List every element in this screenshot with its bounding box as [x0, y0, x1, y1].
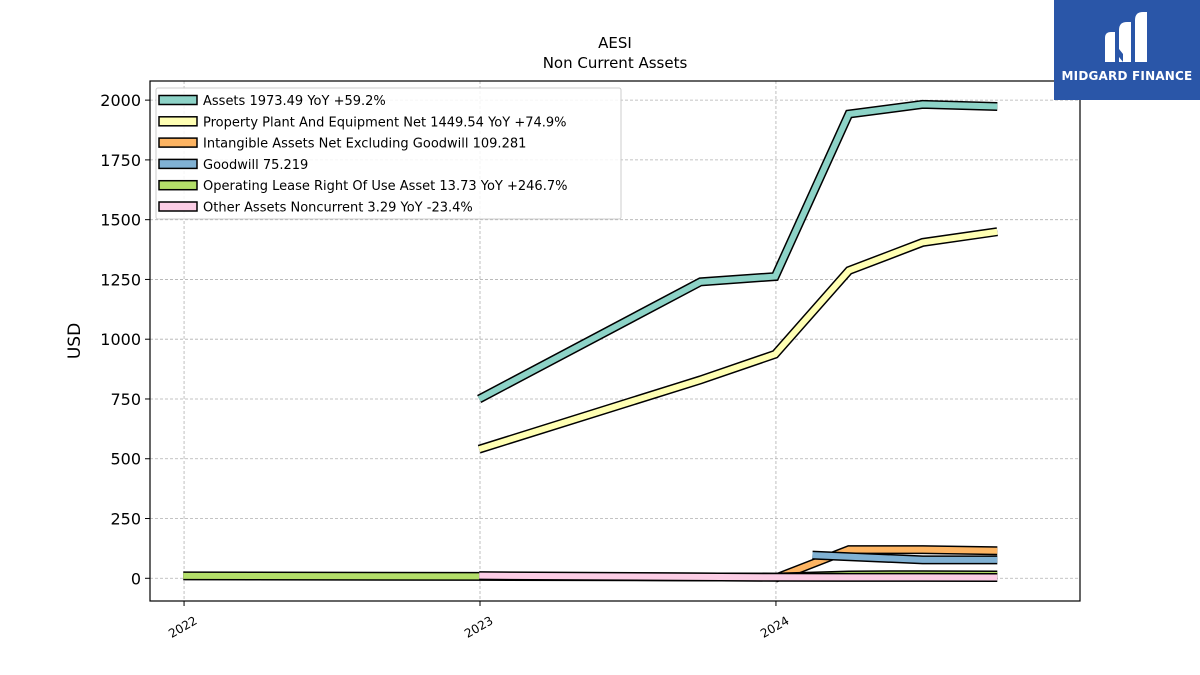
series-line	[812, 552, 998, 563]
brand-name: MIDGARD FINANCE	[1061, 69, 1193, 83]
x-tick-label: 2024	[758, 613, 791, 640]
series-layer	[183, 99, 998, 583]
legend-item: Other Assets Noncurrent 3.29 YoY -23.4%	[158, 201, 473, 216]
series-2	[477, 227, 998, 454]
series-3	[773, 545, 998, 583]
series-line	[479, 572, 998, 581]
legend-label: Property Plant And Equipment Net 1449.54…	[203, 115, 567, 130]
legend: Assets 1973.49 YoY +59.2% Property Plant …	[155, 87, 622, 220]
legend-swatch	[158, 179, 198, 191]
brand-logo: MIDGARD FINANCE	[1054, 0, 1200, 100]
y-tick-label: 500	[110, 450, 141, 469]
legend-label: Goodwill 75.219	[203, 158, 308, 173]
y-axis-label: USD	[65, 323, 85, 359]
legend-item: Goodwill 75.219	[158, 158, 308, 173]
series-line	[477, 101, 998, 402]
legend-label: Intangible Assets Net Excluding Goodwill…	[203, 137, 526, 152]
y-tick-label: 250	[110, 510, 141, 529]
chart-subtitle: Non Current Assets	[543, 54, 688, 72]
legend-label: Other Assets Noncurrent 3.29 YoY -23.4%	[203, 201, 473, 216]
x-tick-label: 2022	[166, 613, 199, 640]
legend-box	[155, 87, 622, 220]
series-line-outline	[477, 227, 998, 454]
series-1	[477, 99, 998, 403]
y-tick-label: 1750	[100, 151, 141, 170]
y-tick-label: 1250	[100, 270, 141, 289]
plot-frame	[149, 80, 1081, 602]
series-line	[774, 546, 998, 582]
y-tick-label: 0	[131, 569, 141, 588]
legend-swatch	[158, 201, 198, 212]
series-4	[812, 550, 998, 565]
y-tick-label: 1500	[100, 211, 141, 230]
legend-item: Property Plant And Equipment Net 1449.54…	[158, 115, 567, 130]
y-tick-label: 1000	[100, 330, 141, 349]
x-axis: 2022 2023 2024	[166, 601, 791, 641]
chart-title: AESI	[598, 34, 632, 52]
x-tick-label: 2023	[462, 613, 495, 640]
series-6	[479, 571, 998, 583]
y-tick-label: 2000	[100, 91, 141, 110]
midgard-logo-icon	[1105, 12, 1147, 62]
y-tick-label: 750	[110, 390, 141, 409]
legend-swatch	[158, 94, 198, 106]
legend-item: Operating Lease Right Of Use Asset 13.73…	[158, 179, 567, 194]
legend-item: Intangible Assets Net Excluding Goodwill…	[158, 137, 526, 152]
legend-swatch	[158, 158, 198, 170]
legend-label: Assets 1973.49 YoY +59.2%	[203, 94, 386, 109]
y-axis: 0 250 500 750 1000 1250 1500 1750 2000	[100, 91, 150, 588]
legend-swatch	[158, 137, 198, 148]
legend-item: Assets 1973.49 YoY +59.2%	[158, 94, 386, 109]
legend-swatch	[158, 116, 198, 127]
legend-label: Operating Lease Right Of Use Asset 13.73…	[203, 179, 567, 194]
series-line	[478, 228, 998, 453]
